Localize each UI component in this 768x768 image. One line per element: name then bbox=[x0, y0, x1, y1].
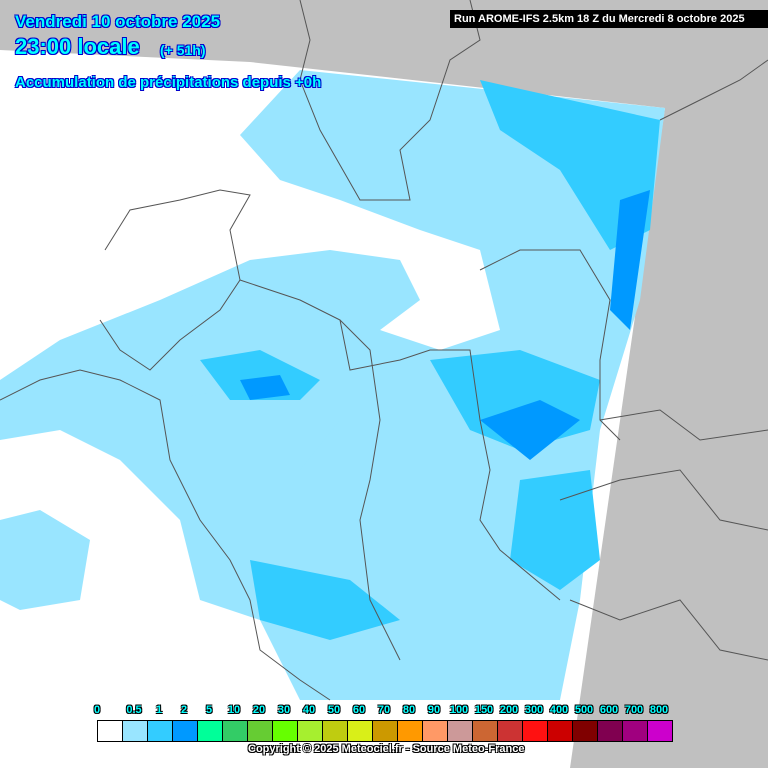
legend-swatch bbox=[223, 721, 248, 741]
legend-label: 500 bbox=[574, 704, 594, 716]
precipitation-heavy bbox=[240, 190, 650, 460]
legend-swatch bbox=[473, 721, 498, 741]
legend-swatch bbox=[573, 721, 598, 741]
legend-label: 400 bbox=[549, 704, 569, 716]
legend-swatch bbox=[398, 721, 423, 741]
legend-label: 20 bbox=[252, 704, 266, 716]
legend-swatch bbox=[98, 721, 123, 741]
legend-label: 60 bbox=[352, 704, 366, 716]
legend-swatch bbox=[648, 721, 672, 741]
legend-swatch bbox=[248, 721, 273, 741]
legend-swatch bbox=[498, 721, 523, 741]
copyright: Copyright © 2025 Meteociel.fr - Source M… bbox=[248, 743, 525, 755]
legend-label: 1 bbox=[155, 704, 163, 716]
legend-swatch bbox=[373, 721, 398, 741]
legend-label: 300 bbox=[524, 704, 544, 716]
legend-label: 800 bbox=[649, 704, 669, 716]
legend-swatch bbox=[348, 721, 373, 741]
precipitation-light bbox=[0, 70, 665, 700]
parameter-title: Accumulation de précipitations depuis +0… bbox=[14, 74, 322, 92]
forecast-time: 23:00 locale bbox=[15, 34, 141, 60]
legend-swatch bbox=[323, 721, 348, 741]
legend-color-bar bbox=[97, 720, 673, 742]
legend-label: 600 bbox=[599, 704, 619, 716]
legend-swatch bbox=[423, 721, 448, 741]
model-run-label: Run AROME-IFS 2.5km 18 Z du Mercredi 8 o… bbox=[450, 10, 768, 28]
legend-label: 0 bbox=[93, 704, 101, 716]
forecast-date: Vendredi 10 octobre 2025 bbox=[14, 12, 221, 32]
legend-label: 0.5 bbox=[126, 704, 142, 716]
legend-label: 30 bbox=[277, 704, 291, 716]
legend-label: 80 bbox=[402, 704, 416, 716]
legend-label: 700 bbox=[624, 704, 644, 716]
legend-label: 5 bbox=[205, 704, 213, 716]
legend-swatch bbox=[548, 721, 573, 741]
legend-swatch bbox=[198, 721, 223, 741]
legend-label: 150 bbox=[474, 704, 494, 716]
legend-swatch bbox=[273, 721, 298, 741]
legend-label: 2 bbox=[180, 704, 188, 716]
legend-label: 10 bbox=[227, 704, 241, 716]
legend-labels: 0 0.5 1 2 5 10 20 30 40 50 60 70 80 90 100 150 200 300 400… bbox=[84, 704, 684, 718]
legend-swatch bbox=[523, 721, 548, 741]
legend-label: 100 bbox=[449, 704, 469, 716]
country-borders bbox=[0, 0, 768, 701]
legend-swatch bbox=[173, 721, 198, 741]
lead-time: (+ 51h) bbox=[160, 42, 207, 59]
legend-swatch bbox=[448, 721, 473, 741]
legend-label: 200 bbox=[499, 704, 519, 716]
legend-swatch bbox=[298, 721, 323, 741]
legend-label: 70 bbox=[377, 704, 391, 716]
legend-swatch bbox=[123, 721, 148, 741]
legend-label: 90 bbox=[427, 704, 441, 716]
legend-label: 40 bbox=[302, 704, 316, 716]
legend-swatch bbox=[623, 721, 648, 741]
legend-swatch bbox=[148, 721, 173, 741]
legend-label: 50 bbox=[327, 704, 341, 716]
legend-swatch bbox=[598, 721, 623, 741]
